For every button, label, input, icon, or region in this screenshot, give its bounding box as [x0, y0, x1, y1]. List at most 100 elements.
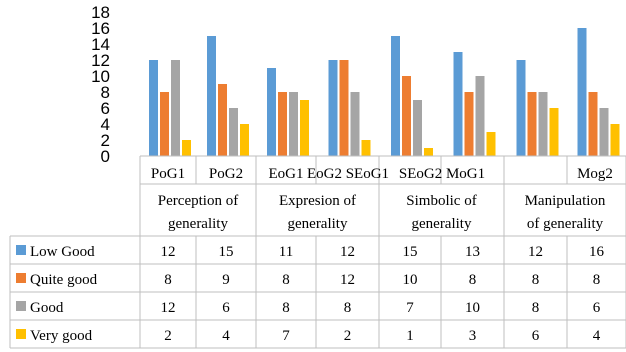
- table-cell: 12: [528, 244, 543, 260]
- y-tick-label: 10: [91, 67, 110, 86]
- bar: [527, 92, 537, 156]
- legend-label: Good: [30, 300, 64, 316]
- y-tick-label: 18: [91, 3, 110, 22]
- table-cell: 7: [282, 328, 290, 344]
- category-label: Mog2: [577, 166, 613, 182]
- bar: [149, 60, 158, 156]
- table-cell: 13: [465, 244, 480, 260]
- legend-swatch: [16, 329, 26, 339]
- table-cell: 8: [593, 272, 601, 288]
- group-label: generality: [412, 216, 472, 232]
- table-cell: 6: [593, 300, 601, 316]
- bar: [475, 76, 485, 156]
- bar: [413, 100, 422, 156]
- table-cell: 8: [344, 300, 352, 316]
- table-cell: 7: [406, 300, 414, 316]
- y-tick-label: 4: [101, 115, 110, 134]
- legend-label: Very good: [30, 328, 93, 344]
- category-label: SEoG2 MoG1: [399, 166, 485, 182]
- category-label: PoG2: [209, 166, 243, 182]
- y-tick-label: 0: [101, 147, 110, 166]
- group-label: generality: [168, 216, 228, 232]
- bar: [577, 28, 587, 156]
- bar: [424, 148, 433, 156]
- bar: [229, 108, 238, 156]
- table-cell: 3: [469, 328, 477, 344]
- table-cell: 8: [469, 272, 477, 288]
- group-label: of generality: [527, 216, 604, 232]
- y-tick-label: 14: [91, 35, 110, 54]
- bar: [240, 124, 249, 156]
- legend-label: Low Good: [30, 244, 95, 260]
- bar: [289, 92, 298, 156]
- table-cell: 10: [403, 272, 418, 288]
- bar: [350, 92, 360, 156]
- legend-swatch: [16, 273, 26, 283]
- bar: [339, 60, 349, 156]
- table-cell: 8: [532, 272, 540, 288]
- table-cell: 6: [532, 328, 540, 344]
- bar: [610, 124, 620, 156]
- bar: [300, 100, 309, 156]
- bar: [402, 76, 411, 156]
- y-tick-label: 8: [101, 83, 110, 102]
- table-cell: 1: [406, 328, 414, 344]
- table-cell: 15: [219, 244, 234, 260]
- group-label: generality: [288, 216, 348, 232]
- bar: [182, 140, 191, 156]
- group-label: Expresion of: [279, 193, 356, 209]
- bar: [207, 36, 216, 156]
- data-table: PoG1 PoG2 EoG1 EoG2 SEoG1 SEoG2 MoG1 Mog2 Perc…: [9, 155, 626, 349]
- table-cell: 6: [222, 300, 230, 316]
- table-cell: 12: [161, 300, 176, 316]
- bar: [453, 52, 463, 156]
- y-tick-label: 6: [101, 99, 110, 118]
- bar: [464, 92, 474, 156]
- group-label: Perception of: [158, 193, 238, 209]
- table-cell: 12: [161, 244, 176, 260]
- bar: [391, 36, 400, 156]
- bar: [486, 132, 496, 156]
- table-cell: 16: [589, 244, 605, 260]
- y-tick-label: 12: [91, 51, 110, 70]
- bar: [599, 108, 609, 156]
- table-cell: 9: [222, 272, 230, 288]
- bars: [149, 28, 620, 156]
- bar: [171, 60, 180, 156]
- table-cell: 11: [279, 244, 293, 260]
- table-cell: 8: [282, 272, 290, 288]
- table-cell: 8: [532, 300, 540, 316]
- bar: [218, 84, 227, 156]
- table-cell: 8: [164, 272, 172, 288]
- legend-swatch: [16, 301, 26, 311]
- table-cell: 12: [340, 272, 355, 288]
- category-label: EoG1: [269, 166, 304, 182]
- table-cell: 4: [222, 328, 230, 344]
- y-tick-label: 16: [91, 19, 110, 38]
- table-cell: 12: [340, 244, 355, 260]
- table-cell: 8: [282, 300, 290, 316]
- bar: [328, 60, 338, 156]
- bar: [267, 68, 276, 156]
- table-cell: 15: [403, 244, 418, 260]
- bar: [361, 140, 371, 156]
- table-cell: 2: [164, 328, 172, 344]
- group-label: Simbolic of: [406, 193, 476, 209]
- bar: [278, 92, 287, 156]
- table-cell: 2: [344, 328, 352, 344]
- table-cell: 4: [593, 328, 601, 344]
- legend-swatch: [16, 245, 26, 255]
- y-tick-label: 2: [101, 131, 110, 150]
- legend-label: Quite good: [30, 272, 98, 288]
- table-cell: 10: [465, 300, 480, 316]
- bar: [588, 92, 598, 156]
- group-label: Manipulation: [525, 193, 606, 209]
- bar: [516, 60, 526, 156]
- category-label: EoG2 SEoG1: [307, 166, 389, 182]
- category-label: PoG1: [151, 166, 185, 182]
- bar: [549, 108, 559, 156]
- bar: [160, 92, 169, 156]
- bar: [538, 92, 548, 156]
